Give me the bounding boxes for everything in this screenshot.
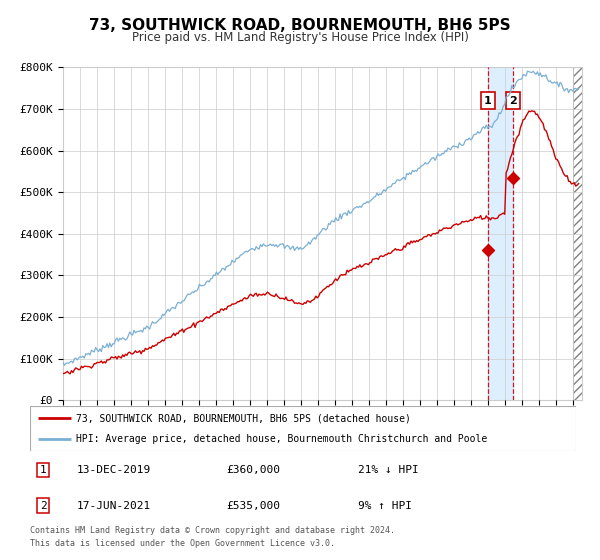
- Text: 1: 1: [40, 465, 47, 475]
- Text: Price paid vs. HM Land Registry's House Price Index (HPI): Price paid vs. HM Land Registry's House …: [131, 31, 469, 44]
- Text: 73, SOUTHWICK ROAD, BOURNEMOUTH, BH6 5PS (detached house): 73, SOUTHWICK ROAD, BOURNEMOUTH, BH6 5PS…: [76, 413, 411, 423]
- Text: 73, SOUTHWICK ROAD, BOURNEMOUTH, BH6 5PS: 73, SOUTHWICK ROAD, BOURNEMOUTH, BH6 5PS: [89, 18, 511, 33]
- Text: 17-JUN-2021: 17-JUN-2021: [76, 501, 151, 511]
- FancyBboxPatch shape: [30, 406, 576, 451]
- Text: HPI: Average price, detached house, Bournemouth Christchurch and Poole: HPI: Average price, detached house, Bour…: [76, 433, 488, 444]
- Text: 21% ↓ HPI: 21% ↓ HPI: [358, 465, 418, 475]
- Text: 1: 1: [484, 96, 491, 105]
- Text: £535,000: £535,000: [227, 501, 281, 511]
- Text: 2: 2: [40, 501, 47, 511]
- Bar: [574, 67, 590, 400]
- Bar: [488, 67, 513, 400]
- Text: £360,000: £360,000: [227, 465, 281, 475]
- Text: Contains HM Land Registry data © Crown copyright and database right 2024.: Contains HM Land Registry data © Crown c…: [30, 526, 395, 535]
- Text: 9% ↑ HPI: 9% ↑ HPI: [358, 501, 412, 511]
- Text: This data is licensed under the Open Government Licence v3.0.: This data is licensed under the Open Gov…: [30, 539, 335, 548]
- Text: 13-DEC-2019: 13-DEC-2019: [76, 465, 151, 475]
- Text: 2: 2: [509, 96, 517, 105]
